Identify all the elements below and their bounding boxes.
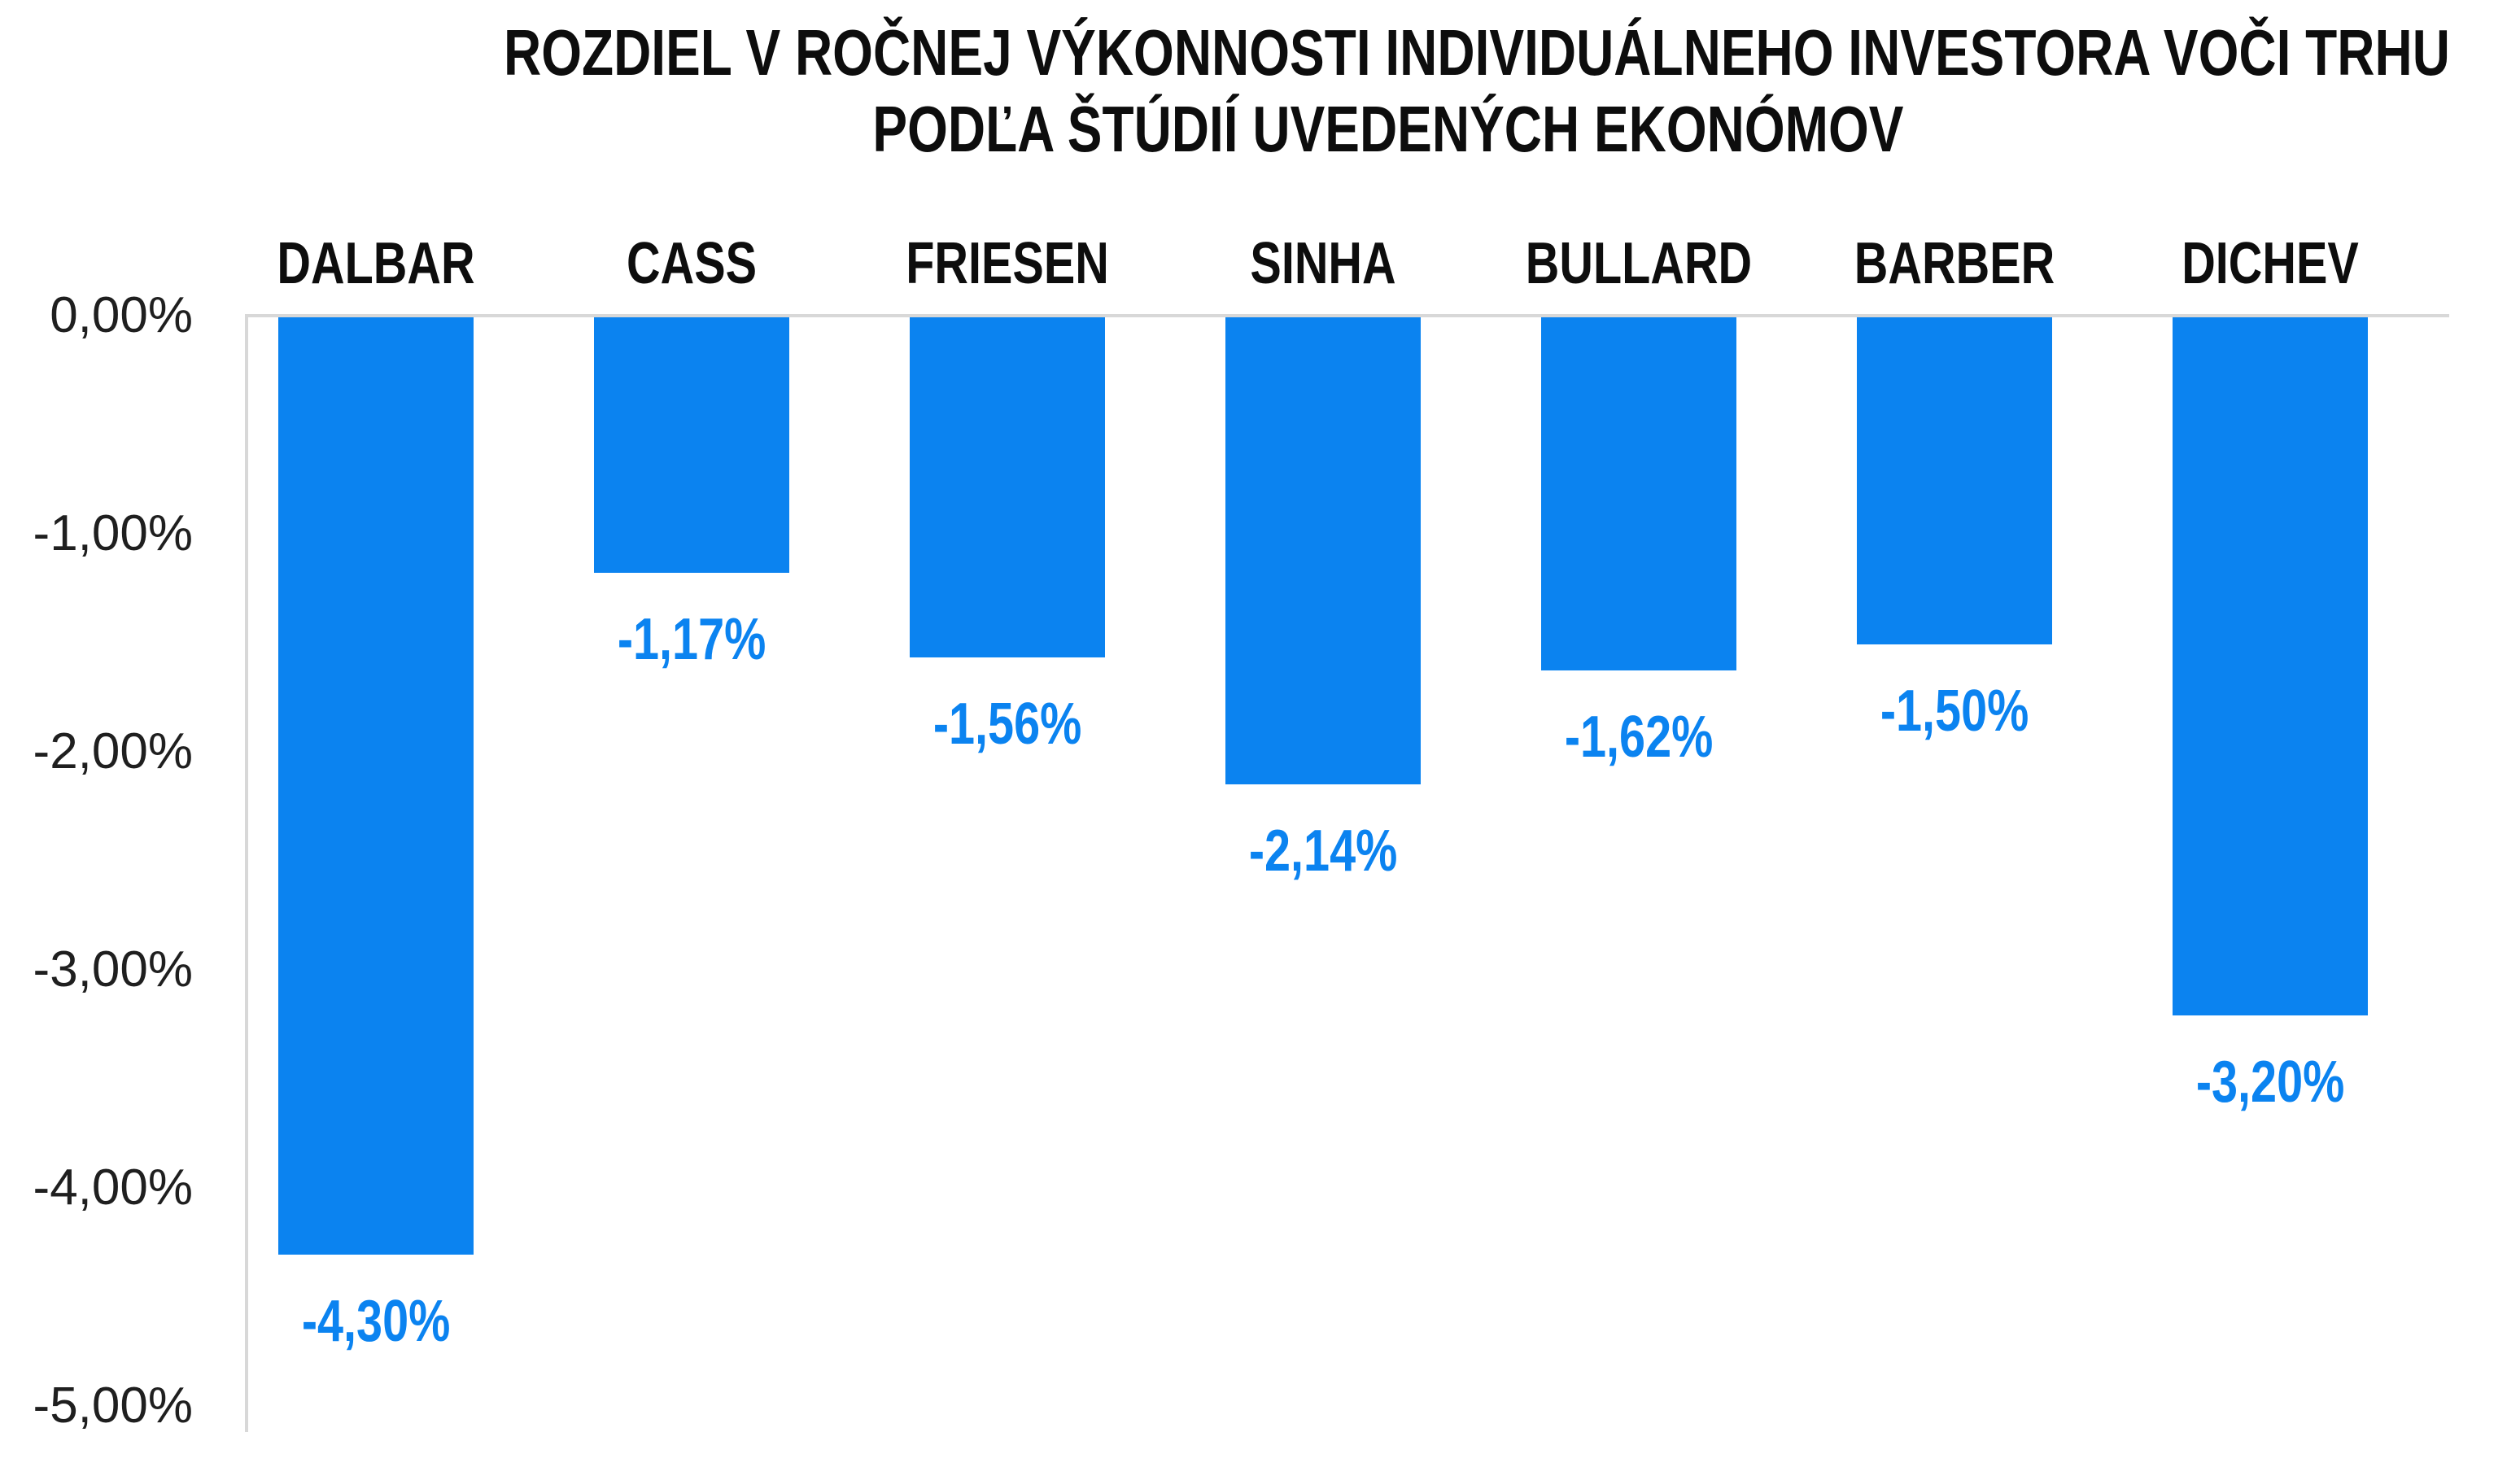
category-label-text: FRIESEN <box>906 231 1109 296</box>
category-label-cass: CASS <box>534 229 849 298</box>
category-label-bullard: BULLARD <box>1481 229 1797 298</box>
value-label-text: -1,17% <box>617 606 766 672</box>
value-label-dalbar: -4,30% <box>283 1292 469 1351</box>
bar-column-dalbar: -4,30% <box>218 317 534 1408</box>
bar-column-friesen: -1,56% <box>849 317 1165 1408</box>
bar-column-sinha: -2,14% <box>1165 317 1481 1408</box>
value-label-friesen: -1,56% <box>915 695 1100 753</box>
value-label-text: -2,14% <box>1248 818 1398 884</box>
category-label-text: SINHA <box>1250 231 1396 296</box>
category-label-barber: BARBER <box>1797 229 2112 298</box>
bar-sinha <box>1225 317 1422 784</box>
y-tick-label: -1,00% <box>33 505 193 561</box>
y-tick-label: -5,00% <box>33 1377 193 1434</box>
bar-dalbar <box>277 317 474 1255</box>
category-label-text: DICHEV <box>2182 231 2359 296</box>
value-label-barber: -1,50% <box>1862 682 2047 740</box>
value-label-text: -4,30% <box>301 1289 451 1355</box>
y-tick-label: -3,00% <box>33 941 193 998</box>
category-label-text: CASS <box>626 231 758 296</box>
chart-title: ROZDIEL V ROČNEJ VÝKONNOSTI INDIVIDUÁLNE… <box>260 15 2516 168</box>
value-label-text: -1,62% <box>1564 705 1714 771</box>
value-label-text: -3,20% <box>2195 1049 2345 1115</box>
value-label-bullard: -1,62% <box>1546 708 1732 766</box>
category-label-sinha: SINHA <box>1165 229 1481 298</box>
bar-column-dichev: -3,20% <box>2112 317 2428 1408</box>
value-label-sinha: -2,14% <box>1230 822 1416 880</box>
category-label-friesen: FRIESEN <box>849 229 1165 298</box>
y-tick-label: -2,00% <box>33 723 193 779</box>
value-label-cass: -1,17% <box>599 610 784 669</box>
category-label-text: BULLARD <box>1525 231 1753 296</box>
value-label-dichev: -3,20% <box>2177 1053 2363 1111</box>
y-axis-line <box>245 314 248 1432</box>
category-label-text: DALBAR <box>277 231 475 296</box>
category-label-dichev: DICHEV <box>2112 229 2428 298</box>
bar-column-bullard: -1,62% <box>1481 317 1797 1408</box>
bar-cass <box>593 317 790 573</box>
category-row: DALBAR CASS FRIESEN SINHA BULLARD BARBER DICHE… <box>218 229 2428 298</box>
bar-friesen <box>909 317 1106 658</box>
bar-column-cass: -1,17% <box>534 317 849 1408</box>
plot-columns: -4,30% -1,17% -1,56% -2,14% -1,62% -1,50% -3,2… <box>218 317 2428 1408</box>
y-tick-label: -4,00% <box>33 1159 193 1216</box>
category-label-text: BARBER <box>1854 231 2055 296</box>
bar-column-barber: -1,50% <box>1797 317 2112 1408</box>
value-label-text: -1,56% <box>932 692 1082 758</box>
chart-title-line-2: PODĽA ŠTÚDIÍ UVEDENÝCH EKONÓMOV <box>872 93 1904 165</box>
y-axis: 0,00% -1,00% -2,00% -3,00% -4,00% -5,00% <box>0 287 193 1455</box>
y-tick-label: 0,00% <box>50 287 193 343</box>
value-label-text: -1,50% <box>1880 679 2029 744</box>
category-label-dalbar: DALBAR <box>218 229 534 298</box>
bar-barber <box>1856 317 2053 644</box>
bar-bullard <box>1540 317 1737 671</box>
bar-dichev <box>2172 317 2369 1015</box>
zero-gridline <box>245 314 2449 317</box>
chart-title-line-1: ROZDIEL V ROČNEJ VÝKONNOSTI INDIVIDUÁLNE… <box>503 16 2450 89</box>
